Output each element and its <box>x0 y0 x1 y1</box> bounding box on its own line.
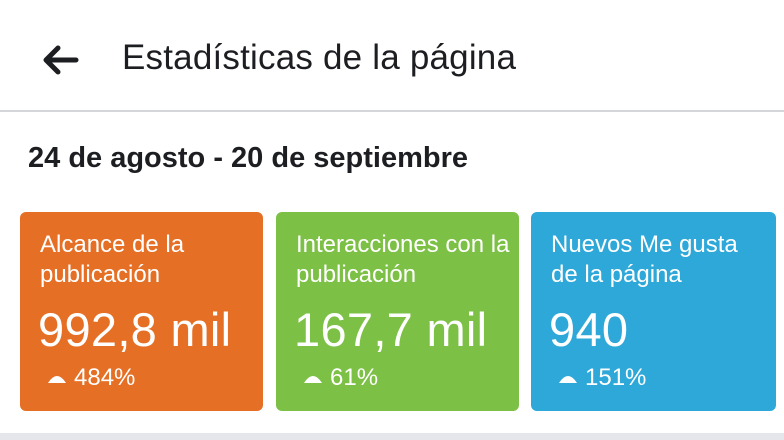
new-page-likes-card[interactable]: Nuevos Me gusta de la página 940 151% <box>531 212 776 411</box>
page-title: Estadísticas de la página <box>122 38 517 77</box>
card-value: 167,7 mil <box>294 303 488 356</box>
triangle-up-icon <box>46 371 68 385</box>
arrow-left-icon <box>38 38 84 84</box>
change-percent: 151% <box>585 364 647 391</box>
triangle-up-icon <box>557 371 579 385</box>
top-bar: Estadísticas de la página <box>0 0 784 112</box>
card-value: 992,8 mil <box>38 303 232 356</box>
section-divider <box>0 433 784 440</box>
change-percent: 61% <box>330 364 379 391</box>
stats-cards: Alcance de la publicación 992,8 mil 484%… <box>20 212 780 412</box>
back-button[interactable] <box>38 38 84 84</box>
change-percent: 484% <box>74 364 136 391</box>
date-range[interactable]: 24 de agosto - 20 de septiembre <box>28 142 468 174</box>
post-engagement-card[interactable]: Interacciones con la publicación 167,7 m… <box>276 212 519 411</box>
card-value: 940 <box>549 303 629 356</box>
card-label: Interacciones con la publicación <box>296 231 510 288</box>
card-change: 61% <box>302 364 378 392</box>
card-change: 484% <box>46 364 135 392</box>
post-reach-card[interactable]: Alcance de la publicación 992,8 mil 484% <box>20 212 263 411</box>
card-change: 151% <box>557 364 646 392</box>
card-label: Alcance de la publicación <box>40 231 185 288</box>
triangle-up-icon <box>302 371 324 385</box>
card-label: Nuevos Me gusta de la página <box>551 231 738 288</box>
